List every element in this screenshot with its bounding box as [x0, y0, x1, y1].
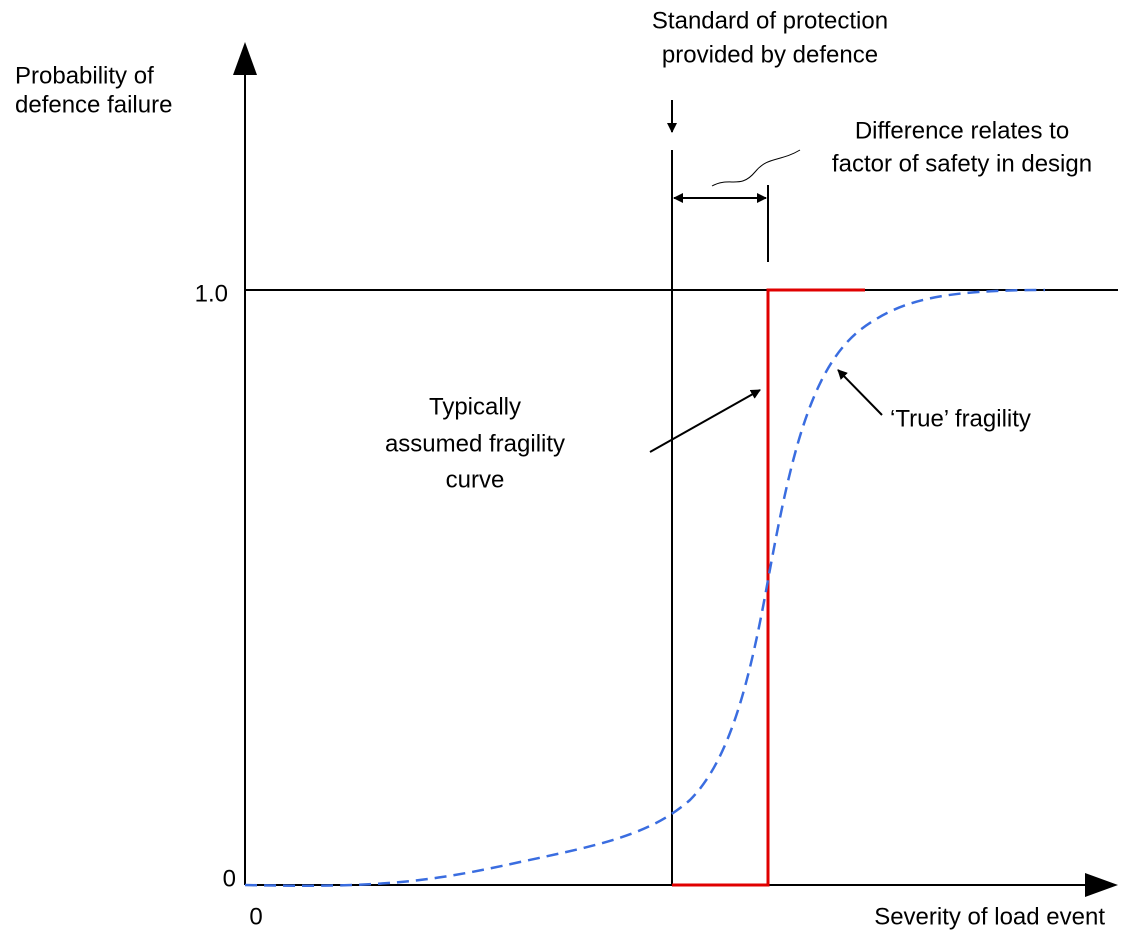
true-label: ‘True’ fragility: [890, 405, 1031, 432]
assumed-pointer: [649, 389, 761, 453]
assumed-curve: [672, 288, 865, 887]
assumed-label: Typically: [429, 393, 521, 420]
true-pointer: [837, 369, 883, 416]
y-label: Probability of: [15, 62, 154, 89]
title: provided by defence: [662, 41, 878, 68]
difference-note: factor of safety in design: [832, 150, 1092, 177]
true-curve: [244, 288, 1046, 887]
assumed-label: assumed fragility: [385, 430, 565, 457]
difference-note: Difference relates to: [855, 117, 1069, 144]
title: Standard of protection: [652, 7, 888, 34]
x-label: Severity of load event: [874, 903, 1105, 930]
y-tick-label: 1.0: [195, 280, 228, 307]
y-tick-label: 0: [223, 865, 236, 892]
y-label: defence failure: [15, 91, 172, 118]
x-arrow: [1085, 873, 1118, 897]
leader: [711, 149, 801, 187]
x-tick-label: 0: [249, 903, 262, 930]
y-arrow: [233, 42, 257, 75]
assumed-label: curve: [446, 466, 505, 493]
